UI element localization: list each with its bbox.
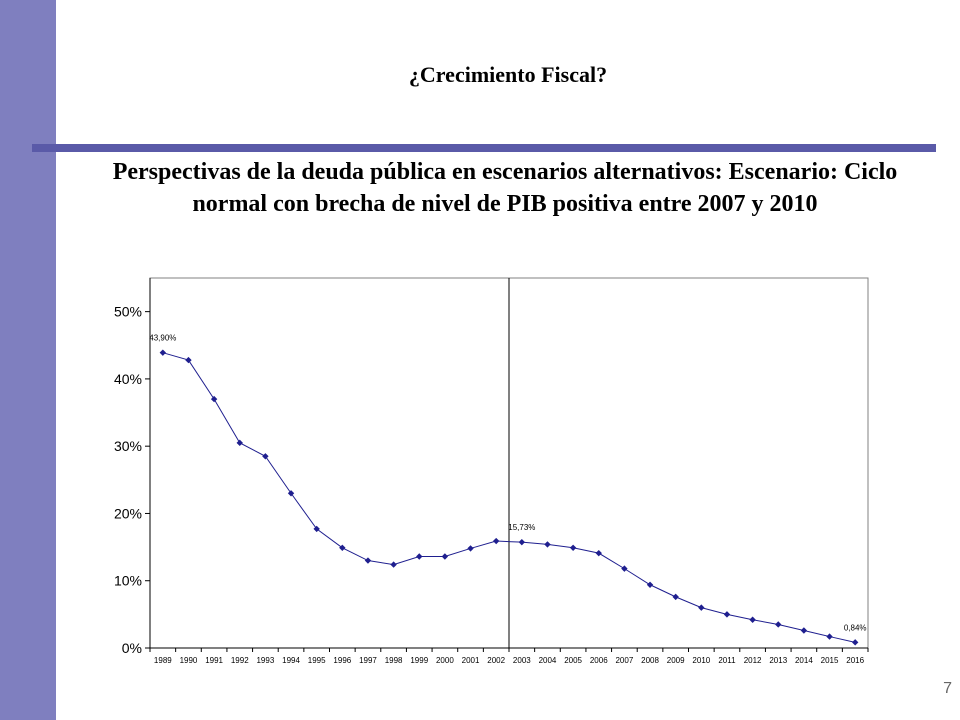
x-tick-label: 2012 [744,656,762,665]
data-point-marker [749,616,756,623]
x-tick-label: 2009 [667,656,685,665]
x-tick-label: 2005 [564,656,582,665]
y-tick-label: 10% [114,573,142,589]
data-point-marker [544,541,551,548]
data-point-marker [390,561,397,568]
data-point-marker [185,356,192,364]
x-tick-label: 1995 [308,656,326,665]
page-number: 7 [943,680,952,697]
y-tick-label: 0% [122,640,142,656]
data-label: 0,84% [844,623,867,632]
x-tick-label: 2010 [692,656,710,665]
chart-heading: Perspectivas de la deuda pública en esce… [112,159,898,217]
data-point-marker [569,544,577,551]
data-point-marker [364,557,372,564]
x-tick-label: 2013 [769,656,787,665]
x-tick-label: 2007 [615,656,633,665]
x-tick-label: 2000 [436,656,454,665]
x-tick-label: 2015 [821,656,839,665]
data-point-marker [441,553,449,560]
slide-title: ¿Crecimiento Fiscal? [408,62,608,87]
data-point-marker [723,611,731,618]
data-point-marker [698,604,705,611]
data-point-marker [236,439,243,447]
x-tick-label: 1990 [180,656,198,665]
data-point-marker [595,549,602,557]
data-point-marker [159,349,167,356]
x-tick-label: 2014 [795,656,813,665]
title-divider [32,144,936,152]
data-point-marker [210,395,218,403]
data-point-marker [621,565,628,572]
chart-svg: 0% 10% 20% 30% 40% 50% 1989 1990 1991 1992 1993 199… [114,277,869,665]
y-tick-label: 30% [114,438,142,454]
data-point-marker [646,581,654,588]
x-tick-label: 1999 [410,656,428,665]
x-tick-label: 2011 [718,656,736,665]
data-point-marker [262,453,269,460]
data-point-marker [800,627,808,634]
x-tick-label: 1993 [256,656,274,665]
sidebar-decoration [0,0,56,720]
y-tick-label: 40% [114,371,142,387]
x-tick-label: 2003 [513,656,531,665]
data-point-marker [826,633,833,640]
x-tick-label: 1998 [385,656,403,665]
data-point-marker [775,621,782,628]
x-tick-label: 1997 [359,656,377,665]
x-tick-label: 1989 [154,656,172,665]
x-tick-label: 1994 [282,656,300,665]
x-tick-label: 1996 [333,656,351,665]
data-point-marker [518,538,526,546]
data-point-marker [851,639,859,646]
y-tick-label: 50% [114,304,142,320]
x-tick-label: 1991 [205,656,223,665]
y-tick-label: 20% [114,505,142,521]
data-point-marker [416,553,423,560]
x-tick-label: 2006 [590,656,608,665]
x-tick-label: 2016 [846,656,864,665]
data-point-marker [492,537,500,545]
data-point-marker [672,593,679,601]
data-point-marker [287,490,295,497]
data-point-marker [467,545,474,552]
x-tick-label: 2008 [641,656,659,665]
series-line [162,352,856,643]
debt-line-chart: 0% 10% 20% 30% 40% 50% 1989 1990 1991 1992 1993 199… [90,276,870,670]
x-tick-label: 2004 [539,656,557,665]
x-tick-label: 1992 [231,656,249,665]
data-label: 43,90% [149,334,176,343]
data-label: 15,73% [508,523,535,532]
x-tick-label: 2001 [462,656,480,665]
x-tick-label: 2002 [487,656,505,665]
